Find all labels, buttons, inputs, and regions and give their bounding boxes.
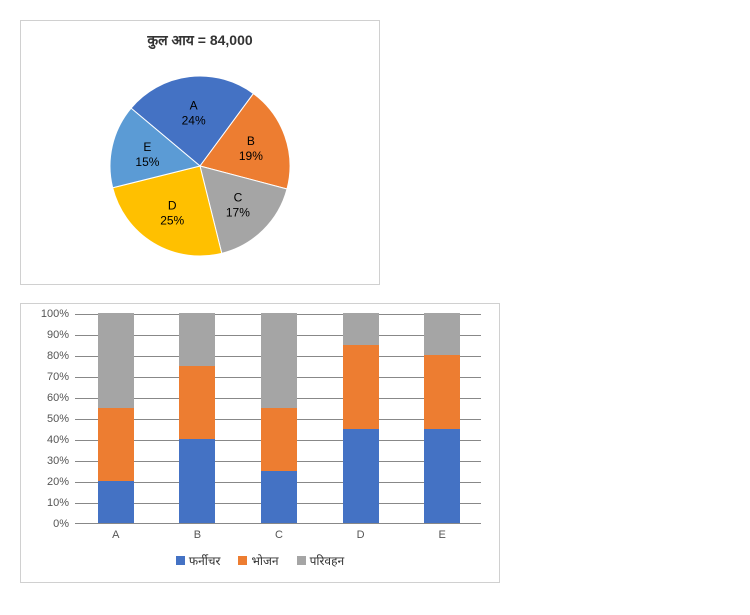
x-tick-label: C	[275, 529, 283, 541]
pie-slice-value-E: 15%	[135, 155, 159, 169]
y-tick-label: 100%	[41, 308, 69, 320]
bar-segment	[424, 355, 460, 429]
bar-segment	[179, 313, 215, 366]
pie-slice-label-D: D	[168, 198, 177, 212]
y-tick-label: 10%	[47, 497, 69, 509]
y-tick-label: 60%	[47, 392, 69, 404]
legend-swatch	[297, 556, 306, 565]
legend-swatch	[238, 556, 247, 565]
bar-C	[261, 313, 297, 523]
x-tick-label: E	[439, 529, 446, 541]
bar-segment	[424, 429, 460, 524]
bar-legend: फर्नीचर भोजन परिवहन	[35, 552, 485, 569]
legend-label: परिवहन	[310, 552, 345, 569]
pie-slice-label-B: B	[247, 134, 255, 148]
bar-segment	[98, 313, 134, 408]
legend-label: भोजन	[251, 552, 278, 569]
pie-title: कुल आय = 84,000	[21, 31, 379, 50]
bar-chart-panel: 0%10%20%30%40%50%60%70%80%90%100% ABCDE …	[20, 303, 500, 583]
bar-segment	[343, 429, 379, 524]
bar-segment	[343, 345, 379, 429]
y-tick-label: 30%	[47, 455, 69, 467]
bar-segment	[98, 408, 134, 482]
y-tick-label: 90%	[47, 329, 69, 341]
pie-slice-label-E: E	[143, 140, 151, 154]
x-tick-label: D	[357, 529, 365, 541]
y-tick-label: 20%	[47, 476, 69, 488]
bar-plot: ABCDE	[75, 314, 481, 524]
bar-D	[343, 313, 379, 523]
bar-segment	[261, 408, 297, 471]
bar-E	[424, 313, 460, 523]
x-tick-label: B	[194, 529, 201, 541]
pie-slice-value-A: 24%	[182, 113, 206, 127]
bar-B	[179, 313, 215, 523]
legend-item: फर्नीचर	[176, 552, 221, 569]
pie-slice-value-C: 17%	[226, 205, 250, 219]
bar-segment	[98, 481, 134, 523]
legend-label: फर्नीचर	[189, 552, 221, 569]
y-tick-label: 50%	[47, 413, 69, 425]
pie-chart-panel: कुल आय = 84,000 A24% B19% C17% D25% E15%	[20, 20, 380, 285]
bar-A	[98, 313, 134, 523]
bar-segment	[261, 313, 297, 408]
pie-chart: A24% B19% C17% D25% E15%	[90, 56, 310, 276]
pie-slice-label-C: C	[234, 190, 243, 204]
y-tick-label: 40%	[47, 434, 69, 446]
pie-slice-value-B: 19%	[239, 149, 263, 163]
bar-plot-area: 0%10%20%30%40%50%60%70%80%90%100% ABCDE	[35, 314, 485, 524]
pie-slice-value-D: 25%	[160, 213, 184, 227]
y-axis: 0%10%20%30%40%50%60%70%80%90%100%	[35, 314, 71, 524]
pie-slice-label-A: A	[190, 98, 198, 112]
y-tick-label: 0%	[53, 518, 69, 530]
legend-item: भोजन	[238, 552, 278, 569]
bar-segment	[424, 313, 460, 355]
x-tick-label: A	[112, 529, 119, 541]
bar-segment	[179, 439, 215, 523]
legend-item: परिवहन	[297, 552, 345, 569]
legend-swatch	[176, 556, 185, 565]
bar-segment	[179, 366, 215, 440]
y-tick-label: 70%	[47, 371, 69, 383]
y-tick-label: 80%	[47, 350, 69, 362]
bar-segment	[261, 471, 297, 524]
bar-segment	[343, 313, 379, 345]
